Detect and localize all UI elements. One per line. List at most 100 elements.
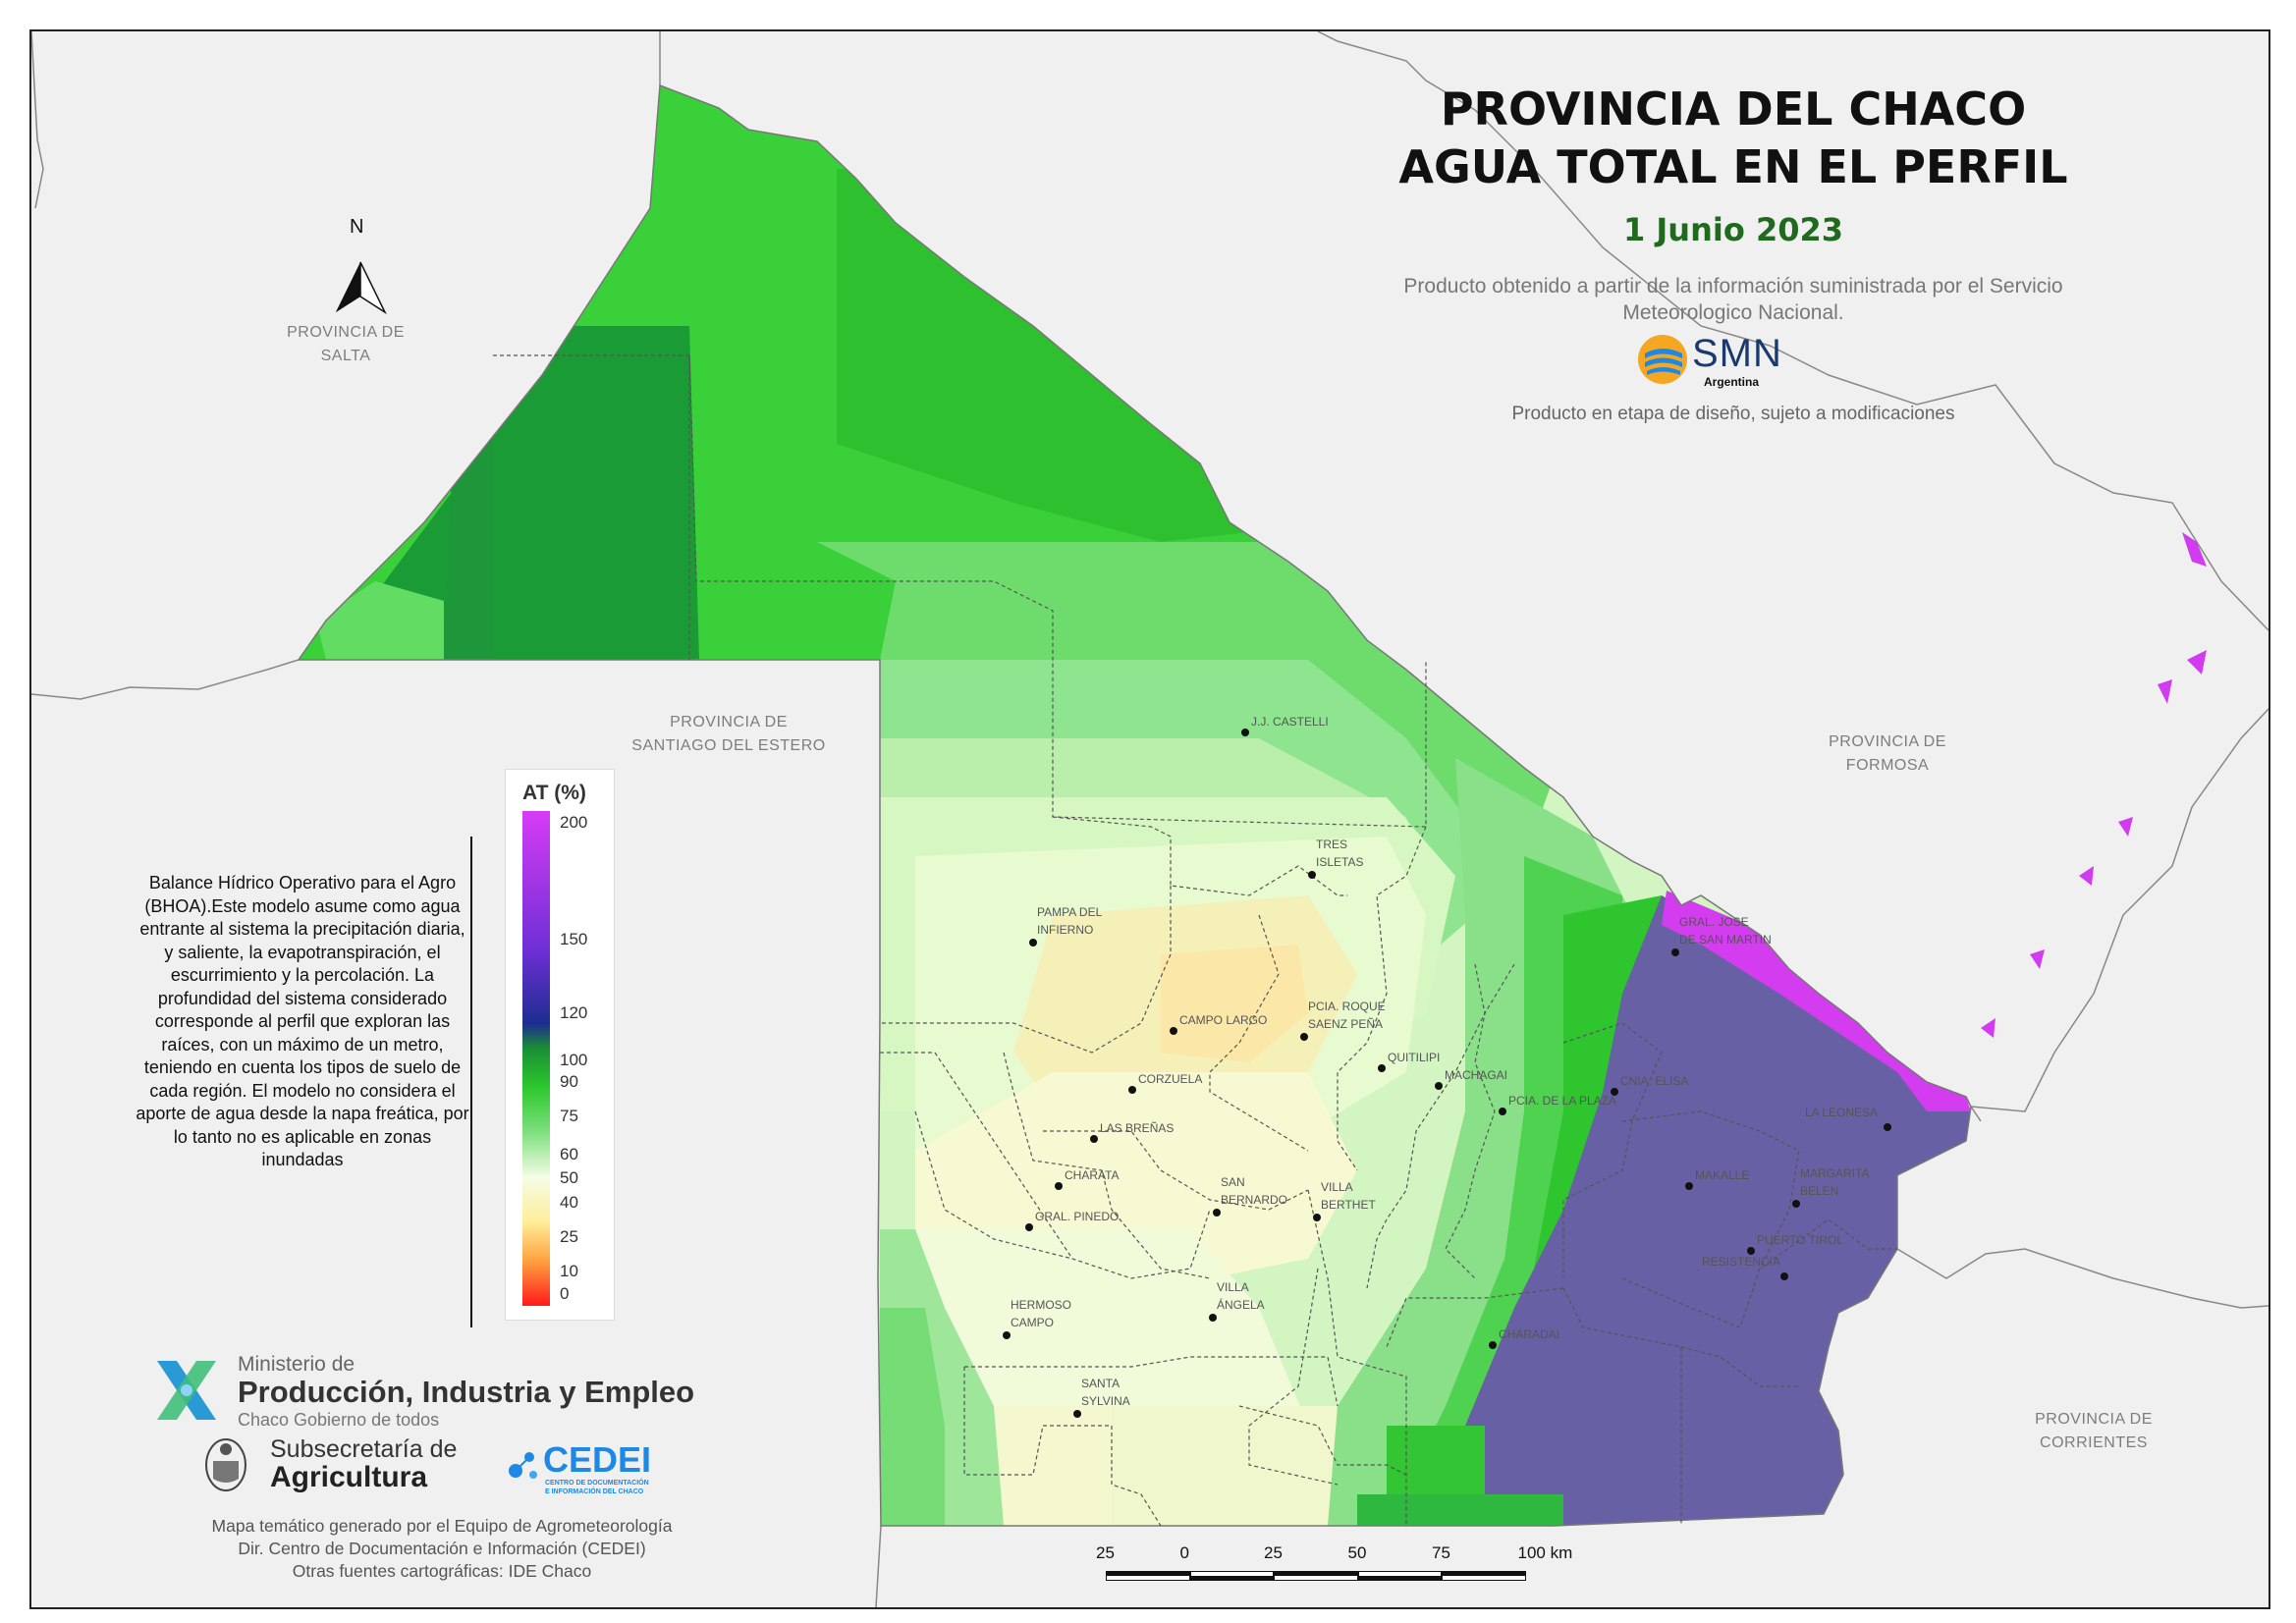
town-label: PAMPA DEL INFIERNO [1037,903,1102,939]
cedei-sub1: CENTRO DE DOCUMENTACIÓN [545,1480,649,1487]
smn-sub: Argentina [1704,375,1760,389]
town-label-line: CORZUELA [1138,1072,1203,1086]
town-marker [1300,1033,1308,1041]
scale-label: 75 [1432,1543,1450,1562]
town-label-line: GRAL. JOSE [1679,915,1749,929]
town-label-line: ÁNGELA [1217,1298,1265,1312]
legend-tick: 150 [560,930,588,948]
town-label: MAKALLE [1695,1166,1749,1184]
town-label-line: QUITILIPI [1388,1051,1441,1064]
town-marker [1241,729,1249,736]
ministry-line1: Ministerio de [238,1353,355,1376]
town-label-line: SAN [1221,1175,1245,1189]
town-marker [1313,1214,1321,1221]
province-outline [297,83,1972,1527]
town-marker [1611,1088,1618,1096]
smn-logo-icon [1638,335,1687,384]
legend-tick: 0 [560,1284,570,1303]
cedei-name: CEDEI [543,1439,652,1480]
town-label-line: GRAL. PINEDO [1035,1210,1120,1223]
coat-of-arms-icon [205,1438,246,1491]
town-label-line: CHARATA [1065,1168,1120,1182]
town-label-line: LAS BREÑAS [1100,1121,1175,1135]
label-santiago: PROVINCIA DE SANTIAGO DEL ESTERO [631,714,826,754]
neighbor-borders [31,31,2269,1607]
town-marker [1792,1200,1800,1208]
town-label: RESISTENCIA [1702,1253,1780,1271]
legend-tick: 75 [560,1107,578,1125]
town-label: PCIA. ROQUE SAENZ PEÑA [1308,998,1386,1033]
town-label-line: SAENZ PEÑA [1308,1017,1384,1031]
town-marker [1685,1182,1693,1190]
ministry-logo-icon [157,1361,216,1420]
legend-title: AT (%) [522,782,586,804]
town-label: CAMPO LARGO [1179,1011,1267,1029]
title-line2: AGUA TOTAL EN EL PERFIL [1398,140,2068,193]
legend-tick: 40 [560,1193,578,1212]
legend-tick: 100 [560,1051,588,1069]
smn-name: SMN [1692,332,1782,375]
scale-label: 50 [1347,1543,1367,1562]
town-label-line: SANTA [1081,1377,1121,1390]
town-label: CHARATA [1065,1166,1120,1184]
town-marker [1884,1123,1891,1131]
ministry-line3: Chaco Gobierno de todos [238,1410,440,1430]
scale-label: 100 km [1517,1543,1573,1562]
town-label-line: VILLA [1217,1280,1249,1294]
town-marker [1671,948,1679,956]
scale-segment-fill [1106,1571,1190,1576]
town-label: QUITILIPI [1388,1049,1440,1066]
subsec-line1: Subsecretaría de [270,1435,458,1463]
town-label: SANTA SYLVINA [1081,1375,1130,1410]
town-label: MARGARITA BELEN [1800,1164,1869,1200]
department-boundaries [493,354,1897,1527]
town-label: LAS BREÑAS [1100,1119,1174,1137]
legend-tick: 10 [560,1262,578,1280]
town-label-line: PUERTO TIROL [1757,1233,1844,1247]
town-label-line: CHARADAI [1499,1327,1560,1341]
legend-colorbar [522,811,550,1306]
scale-label: 25 [1096,1543,1115,1562]
ministry-logo: Ministerio de Producción, Industria y Em… [147,1353,737,1432]
scale-segment-fill [1274,1571,1358,1576]
town-label: TRES ISLETAS [1316,836,1363,871]
town-marker [1489,1341,1497,1349]
town-marker [1073,1410,1081,1418]
legend-tick: 120 [560,1003,588,1022]
town-label: PUERTO TIROL [1757,1231,1843,1249]
town-label-line: BERTHET [1321,1198,1376,1212]
town-marker [1128,1086,1136,1094]
cedei-logo-icon [509,1452,537,1479]
town-label: MACHAGAI [1445,1066,1507,1084]
town-label-line: TRES [1316,838,1348,851]
town-marker [1378,1064,1386,1072]
ministry-line2: Producción, Industria y Empleo [238,1375,695,1409]
town-label-line: LA LEONESA [1805,1106,1879,1119]
town-label-line: BELEN [1800,1184,1839,1198]
legend-tick: 90 [560,1072,578,1091]
legend-tick: 200 [560,813,588,832]
town-label-line: J.J. CASTELLI [1251,715,1329,729]
town-label-line: CNIA. ELISA [1620,1074,1689,1088]
town-label: HERMOSO CAMPO [1011,1296,1071,1331]
town-label-line: PCIA. ROQUE [1308,1000,1386,1013]
town-label-line: RESISTENCIA [1702,1255,1781,1269]
town-label-line: CAMPO LARGO [1179,1013,1268,1027]
town-marker [1209,1314,1217,1322]
town-label-line: CAMPO [1011,1316,1055,1329]
town-label-line: VILLA [1321,1180,1353,1194]
town-label: CORZUELA [1138,1070,1202,1088]
town-label-line: MARGARITA [1800,1166,1870,1180]
label-salta: PROVINCIA DE SALTA [287,324,405,364]
town-marker [1029,939,1037,947]
town-label: J.J. CASTELLI [1251,713,1329,730]
legend-tick: 60 [560,1145,578,1163]
town-marker [1780,1272,1788,1280]
town-label-line: MAKALLE [1695,1168,1750,1182]
town-label: VILLA BERTHET [1321,1178,1376,1214]
town-label-line: PCIA. DE LA PLAZA [1508,1094,1617,1108]
town-label-line: PAMPA DEL [1037,905,1103,919]
scale-segment-fill [1442,1571,1526,1576]
town-label: CNIA. ELISA [1620,1072,1688,1090]
date: 1 Junio 2023 [1622,211,1844,248]
